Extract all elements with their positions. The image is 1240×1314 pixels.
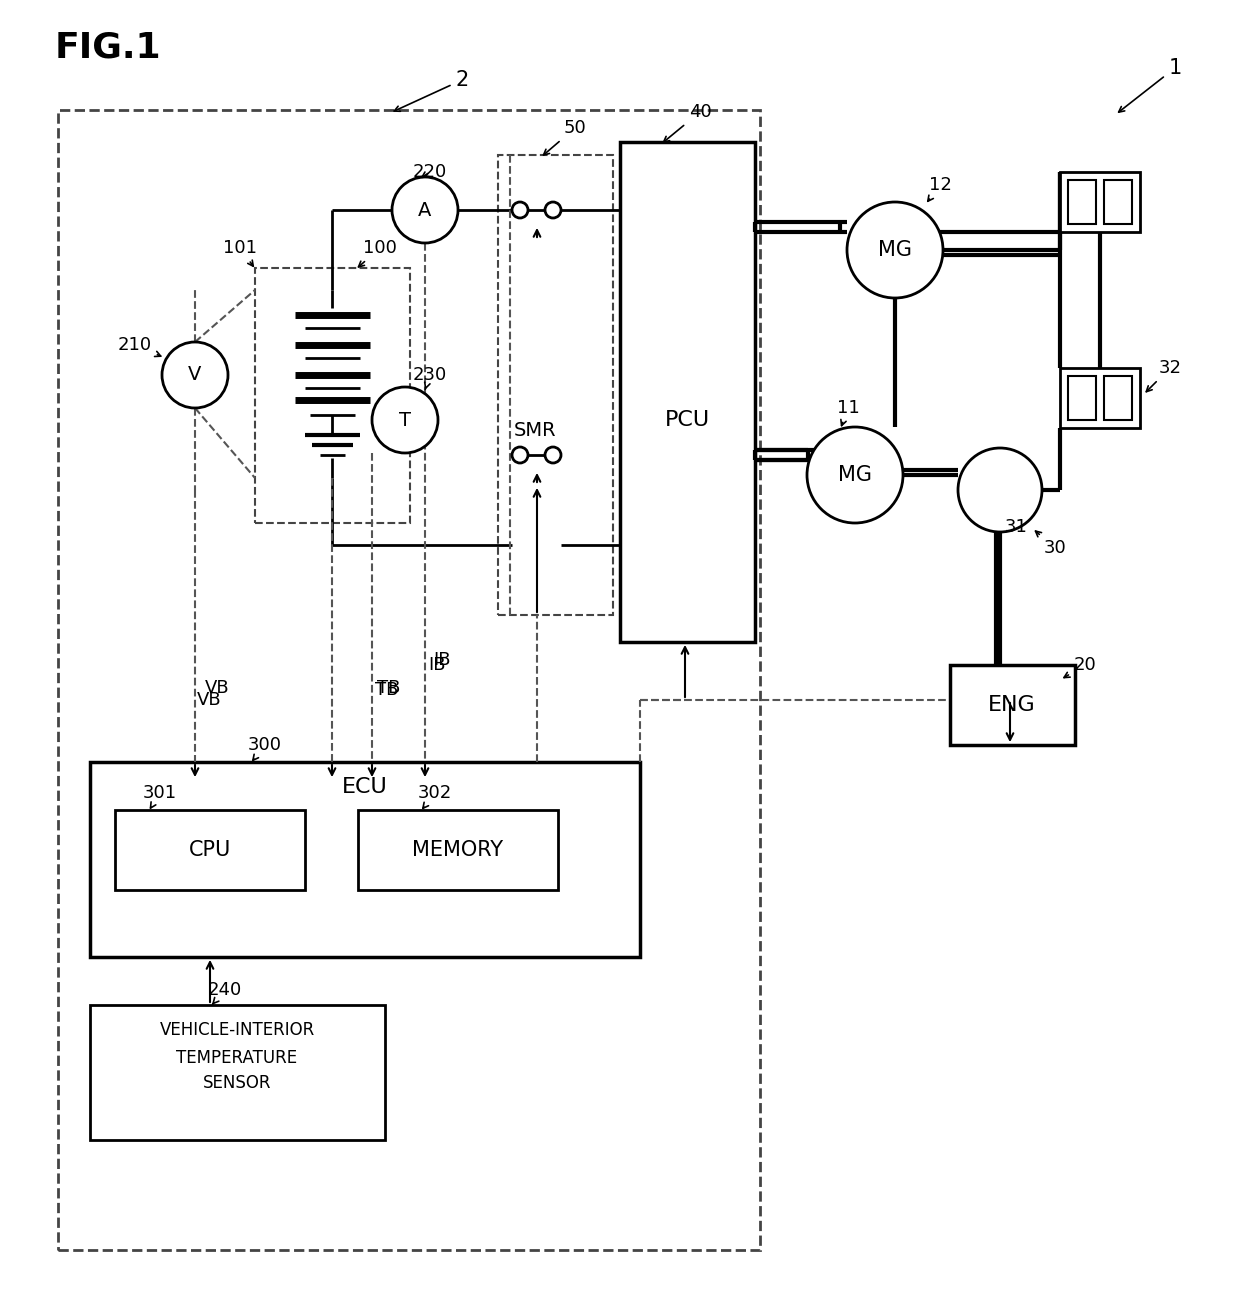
Circle shape xyxy=(959,448,1042,532)
Text: ENG: ENG xyxy=(988,695,1035,715)
Text: 20: 20 xyxy=(1064,656,1096,678)
Circle shape xyxy=(162,342,228,409)
Text: 230: 230 xyxy=(413,367,448,389)
Text: 1: 1 xyxy=(1118,58,1182,112)
Circle shape xyxy=(372,388,438,453)
Bar xyxy=(91,762,640,957)
Text: SMR: SMR xyxy=(513,420,557,439)
Text: 50: 50 xyxy=(543,120,587,155)
Bar xyxy=(1104,180,1132,223)
Text: MEMORY: MEMORY xyxy=(413,840,503,859)
Text: ECU: ECU xyxy=(342,777,388,798)
Bar xyxy=(115,809,305,890)
Text: 12: 12 xyxy=(928,176,951,201)
Text: 32: 32 xyxy=(1146,359,1182,392)
Text: VB: VB xyxy=(197,691,222,710)
Text: TB: TB xyxy=(377,679,401,696)
Bar xyxy=(1060,368,1140,428)
Text: V: V xyxy=(188,365,202,385)
Text: IB: IB xyxy=(428,656,445,674)
Circle shape xyxy=(546,447,560,463)
Circle shape xyxy=(512,447,528,463)
Text: 100: 100 xyxy=(358,239,397,267)
Circle shape xyxy=(546,202,560,218)
Text: 301: 301 xyxy=(143,784,177,808)
Text: MG: MG xyxy=(878,240,911,260)
Text: 302: 302 xyxy=(418,784,453,808)
Bar xyxy=(58,110,760,1250)
Text: TB: TB xyxy=(374,681,398,699)
Circle shape xyxy=(392,177,458,243)
Text: 11: 11 xyxy=(837,399,859,426)
Circle shape xyxy=(807,427,903,523)
Circle shape xyxy=(512,202,528,218)
Text: VB: VB xyxy=(205,679,229,696)
Bar xyxy=(358,809,558,890)
Text: MG: MG xyxy=(838,465,872,485)
Text: 101: 101 xyxy=(223,239,257,267)
Text: 300: 300 xyxy=(248,736,281,761)
Text: A: A xyxy=(418,201,432,219)
Bar xyxy=(620,142,755,643)
Bar xyxy=(1068,180,1096,223)
Bar xyxy=(1060,172,1140,233)
Text: 210: 210 xyxy=(118,336,161,356)
Text: SENSOR: SENSOR xyxy=(203,1074,272,1092)
Text: CPU: CPU xyxy=(188,840,231,859)
Text: 40: 40 xyxy=(663,102,712,142)
Bar xyxy=(950,665,1075,745)
Text: IB: IB xyxy=(433,650,450,669)
Text: 2: 2 xyxy=(394,70,469,112)
Text: 31: 31 xyxy=(1004,518,1028,536)
Text: PCU: PCU xyxy=(665,410,709,430)
Text: TEMPERATURE: TEMPERATURE xyxy=(176,1049,298,1067)
Bar xyxy=(498,155,613,615)
Bar xyxy=(255,268,410,523)
Bar xyxy=(91,1005,384,1141)
Text: VEHICLE-INTERIOR: VEHICLE-INTERIOR xyxy=(160,1021,315,1039)
Bar xyxy=(1068,376,1096,420)
Text: FIG.1: FIG.1 xyxy=(55,32,161,64)
Text: 220: 220 xyxy=(413,163,448,181)
Circle shape xyxy=(847,202,942,298)
Text: T: T xyxy=(399,410,410,430)
Text: 240: 240 xyxy=(208,982,242,1004)
Bar xyxy=(1104,376,1132,420)
Text: 30: 30 xyxy=(1035,531,1066,557)
